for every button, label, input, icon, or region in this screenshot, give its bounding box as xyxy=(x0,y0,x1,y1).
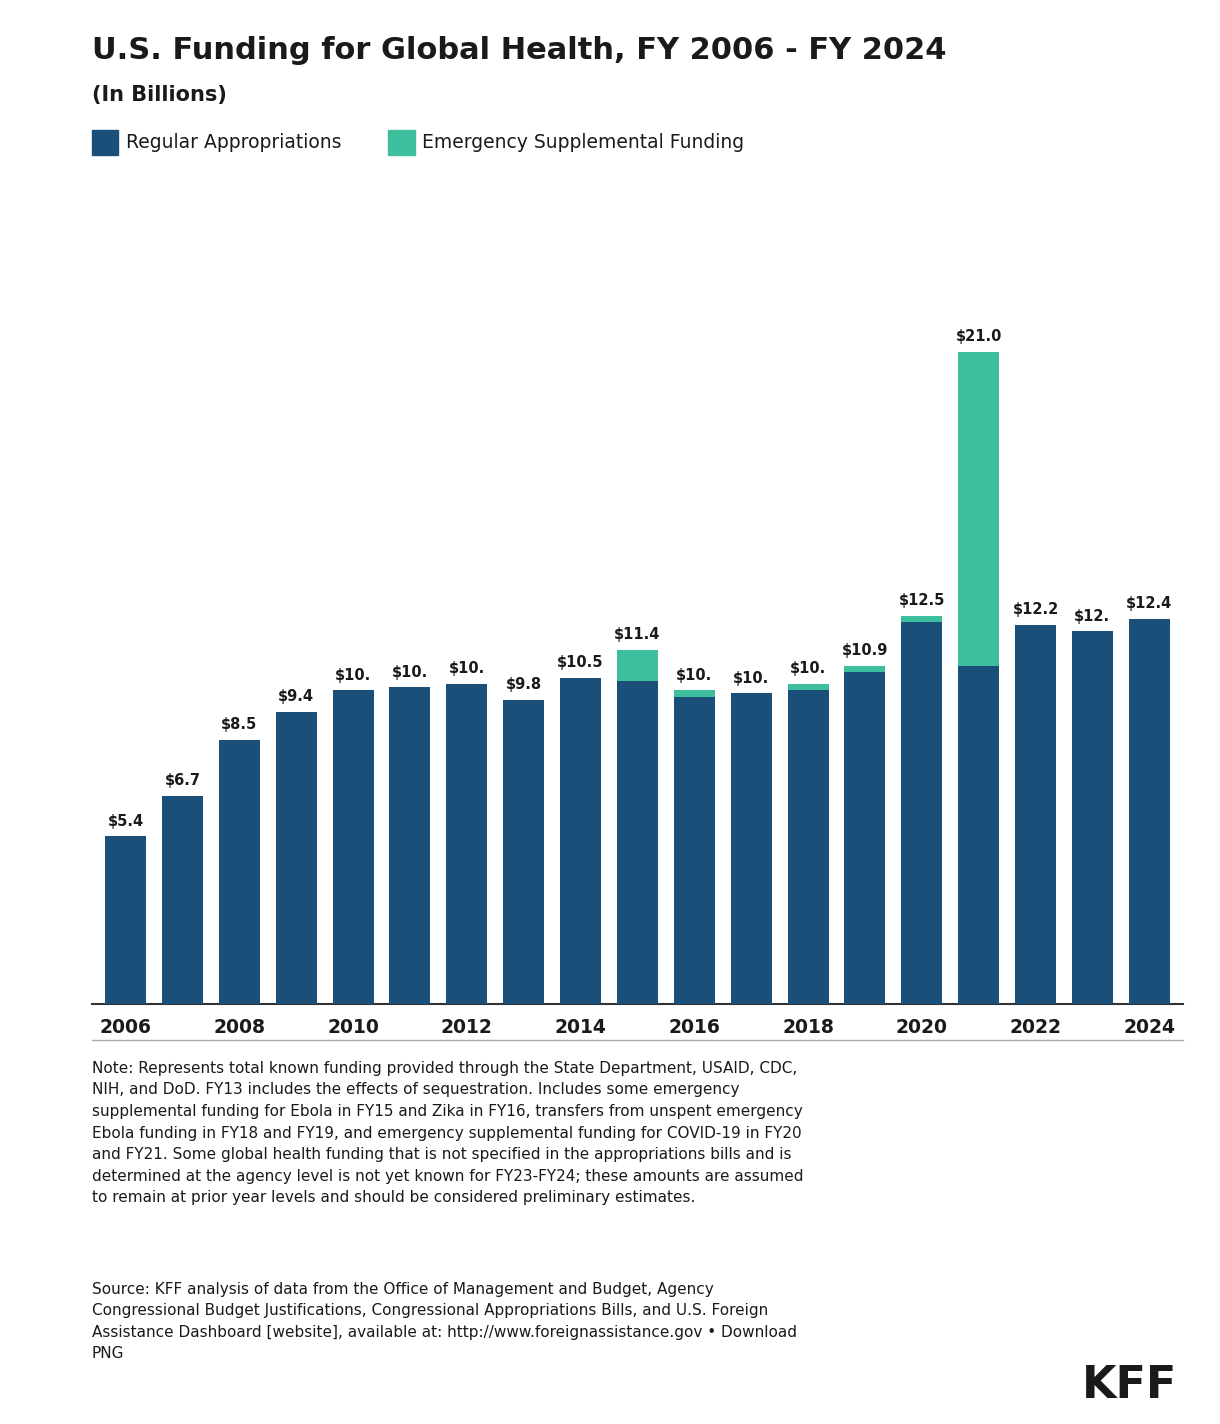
Text: $21.0: $21.0 xyxy=(955,329,1002,345)
Text: $12.2: $12.2 xyxy=(1013,602,1059,618)
Bar xyxy=(673,691,715,696)
Bar xyxy=(1128,619,1170,1004)
Bar xyxy=(105,836,146,1004)
Bar xyxy=(788,691,828,1004)
Text: Note: Represents total known funding provided through the State Department, USAI: Note: Represents total known funding pro… xyxy=(92,1061,803,1206)
Text: $12.: $12. xyxy=(1075,608,1110,624)
Bar xyxy=(844,672,886,1004)
Bar xyxy=(788,684,828,691)
Bar xyxy=(218,740,260,1004)
Text: $10.9: $10.9 xyxy=(842,642,888,658)
Text: Emergency Supplemental Funding: Emergency Supplemental Funding xyxy=(422,132,744,152)
Bar xyxy=(902,615,942,622)
Text: $12.5: $12.5 xyxy=(899,594,946,608)
Text: Source: KFF analysis of data from the Office of Management and Budget, Agency
Co: Source: KFF analysis of data from the Of… xyxy=(92,1282,797,1361)
Text: KFF: KFF xyxy=(1082,1364,1177,1407)
Bar xyxy=(1072,631,1113,1004)
Bar xyxy=(447,684,487,1004)
Bar xyxy=(617,649,658,681)
Bar xyxy=(503,699,544,1004)
Bar xyxy=(844,665,886,672)
Text: $5.4: $5.4 xyxy=(107,813,144,829)
Text: $12.4: $12.4 xyxy=(1126,597,1172,611)
Text: $10.: $10. xyxy=(392,665,428,679)
Bar xyxy=(162,796,203,1004)
Bar xyxy=(958,352,999,665)
Bar xyxy=(1015,625,1057,1004)
Text: $10.: $10. xyxy=(789,661,826,676)
Bar xyxy=(276,712,317,1004)
Text: $6.7: $6.7 xyxy=(165,773,200,787)
Text: $10.: $10. xyxy=(449,661,486,676)
Text: $8.5: $8.5 xyxy=(221,718,257,732)
Text: $11.4: $11.4 xyxy=(614,627,661,642)
Bar xyxy=(958,665,999,1004)
Text: (In Billions): (In Billions) xyxy=(92,85,227,105)
Bar xyxy=(731,693,772,1004)
Text: $10.: $10. xyxy=(336,668,371,682)
Bar xyxy=(333,691,373,1004)
Bar xyxy=(560,678,601,1004)
Bar xyxy=(617,681,658,1004)
Text: $10.: $10. xyxy=(733,671,770,686)
Bar xyxy=(389,688,431,1004)
Text: $10.5: $10.5 xyxy=(558,655,604,671)
Text: U.S. Funding for Global Health, FY 2006 - FY 2024: U.S. Funding for Global Health, FY 2006 … xyxy=(92,36,946,64)
Text: $9.8: $9.8 xyxy=(505,676,542,692)
Text: $10.: $10. xyxy=(676,668,712,682)
Bar xyxy=(673,696,715,1004)
Text: Regular Appropriations: Regular Appropriations xyxy=(126,132,342,152)
Text: $9.4: $9.4 xyxy=(278,689,315,705)
Bar xyxy=(902,622,942,1004)
